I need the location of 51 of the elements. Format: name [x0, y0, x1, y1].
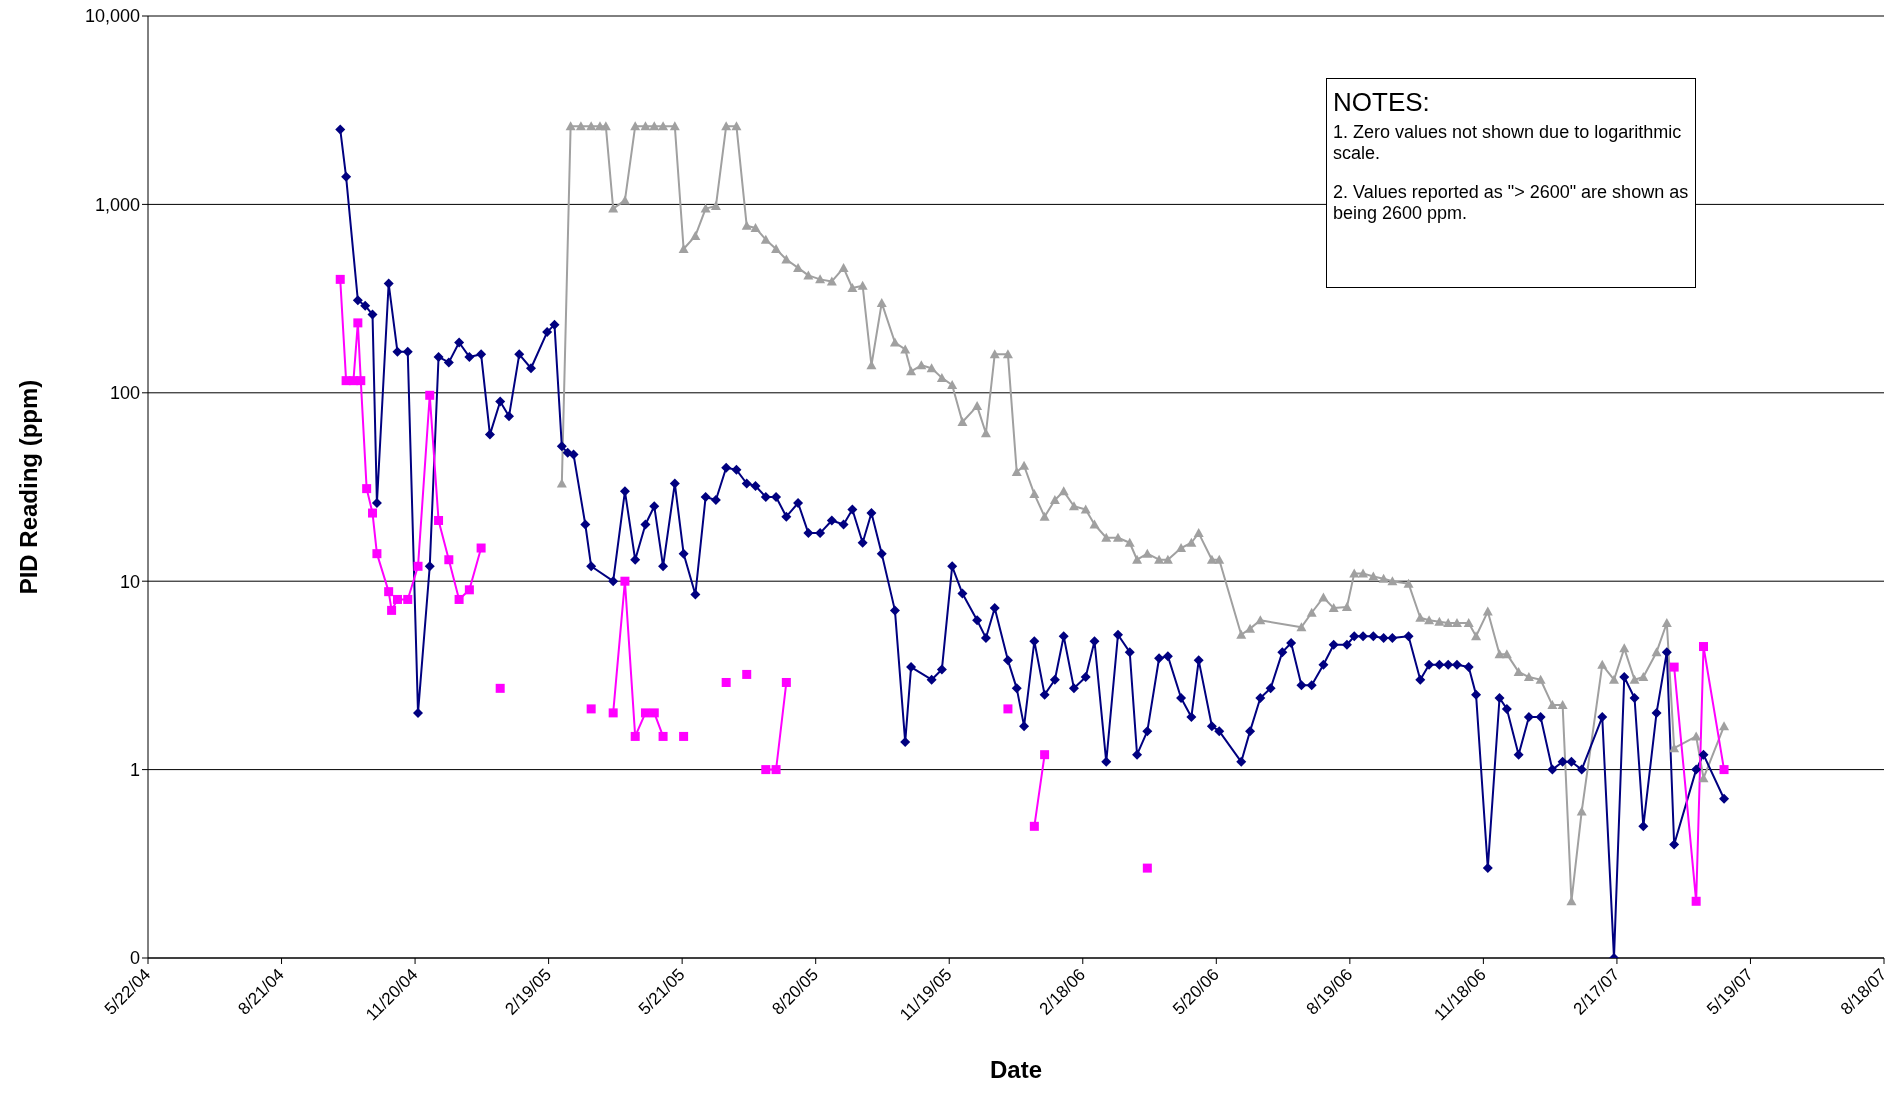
- point: [372, 549, 382, 559]
- y-tick-label: 0: [129, 948, 140, 969]
- point: [1669, 662, 1679, 672]
- point: [721, 677, 731, 687]
- point: [1040, 750, 1050, 760]
- y-tick-label: 1: [129, 759, 140, 780]
- y-tick-label: 1,000: [94, 194, 140, 215]
- annotation: 1. Zero values not shown due to logarithmic scale.: [1333, 122, 1683, 164]
- point: [1699, 642, 1708, 652]
- point: [384, 587, 394, 597]
- point: [658, 731, 668, 741]
- x-axis-title: Date: [989, 1056, 1043, 1083]
- point: [356, 376, 366, 386]
- point: [761, 765, 771, 775]
- point: [476, 543, 486, 553]
- point: [362, 484, 372, 494]
- point: [387, 605, 397, 615]
- point: [620, 576, 630, 586]
- point: [1691, 896, 1701, 906]
- point: [649, 708, 659, 718]
- y-tick-label: 100: [109, 383, 140, 404]
- point: [454, 594, 464, 604]
- point: [640, 708, 650, 718]
- point: [586, 704, 596, 714]
- notes-box: NOTES: 1. Zero values not shown due to logarithmic scale. 2. Values reported as "> 2600" are shown as being 2600 ppm.: [1326, 78, 1696, 288]
- point: [464, 585, 474, 595]
- point: [608, 708, 618, 718]
- point: [392, 594, 402, 604]
- point: [1029, 821, 1039, 831]
- point: [353, 318, 363, 328]
- point: [1003, 704, 1013, 714]
- point: [335, 274, 345, 284]
- point: [771, 765, 781, 775]
- annotation: NOTES:: [1333, 87, 1431, 118]
- point: [444, 555, 454, 565]
- annotation: 2. Values reported as "> 2600" are shown as being 2600 ppm.: [1333, 182, 1689, 224]
- point: [781, 677, 791, 687]
- point: [434, 515, 444, 525]
- y-tick-label: 10,000: [84, 6, 140, 27]
- y-axis-title: PID Reading (ppm): [14, 379, 42, 595]
- point: [413, 561, 423, 571]
- point: [742, 669, 752, 679]
- y-tick-label: 10: [119, 571, 140, 592]
- point: [1142, 863, 1152, 873]
- point: [425, 390, 435, 400]
- point: [403, 594, 413, 604]
- point: [495, 683, 505, 693]
- point: [368, 508, 378, 518]
- point: [1719, 765, 1729, 775]
- point: [630, 731, 640, 741]
- point: [679, 731, 689, 741]
